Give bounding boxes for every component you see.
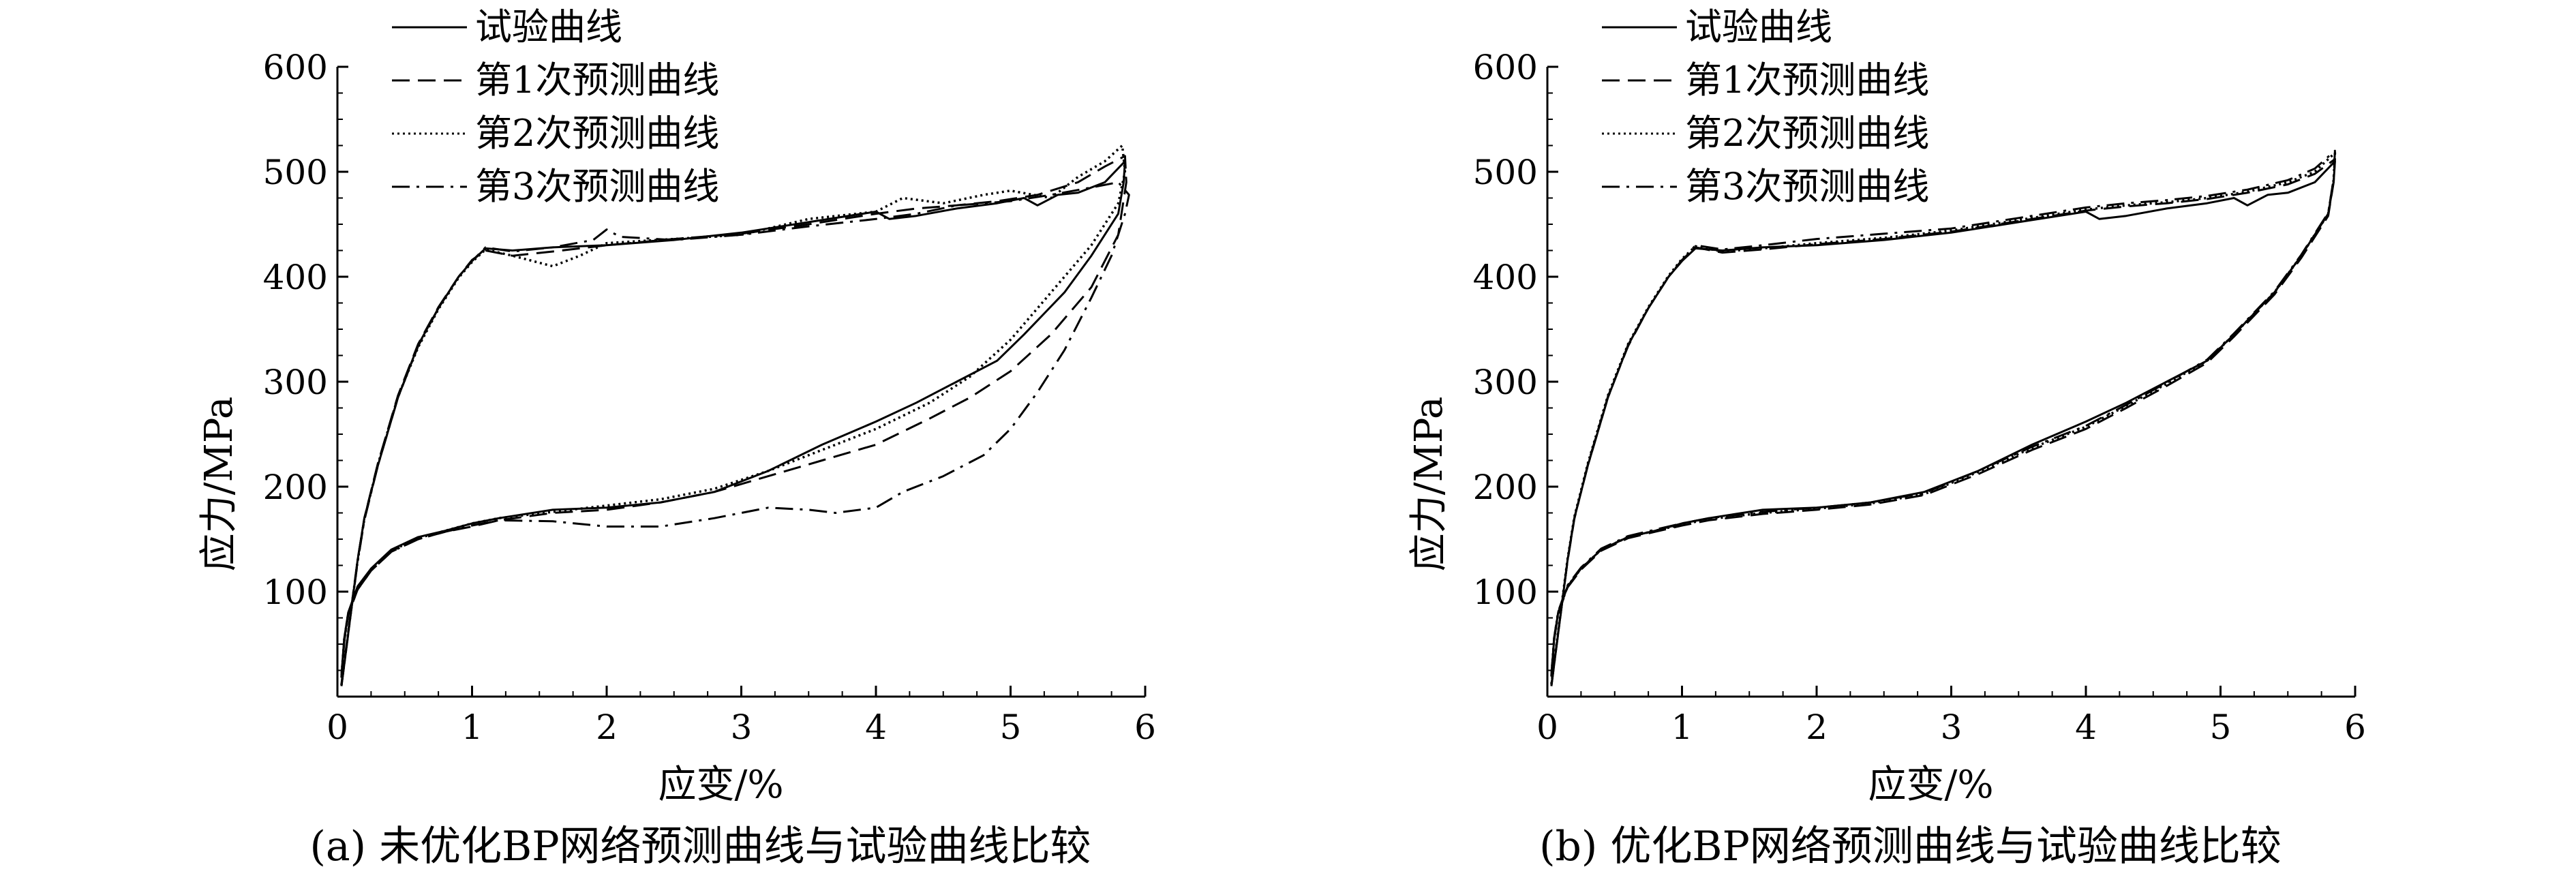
x-tick-label: 3 — [731, 708, 753, 747]
legend-label-3: 第3次预测曲线 — [1685, 165, 1929, 208]
x-tick-label: 3 — [1941, 708, 1963, 747]
legend-label-0: 试验曲线 — [1685, 5, 1832, 48]
legend-label-0: 试验曲线 — [475, 5, 622, 48]
y-tick-label: 300 — [263, 363, 328, 402]
x-tick-label: 0 — [327, 708, 348, 747]
figure-caption: (b) 优化BP网络预测曲线与试验曲线比较 — [1539, 823, 2282, 870]
chart-panel-1: 0 1 2 3 4 5 6 100 200 300 400 500 600 应变/% 应力/MPa 试验曲线第… — [1407, 5, 2366, 870]
figure-caption: (a) 未优化BP网络预测曲线与试验曲线比较 — [309, 823, 1091, 870]
series-line-3 — [340, 181, 1130, 686]
y-tick-label: 400 — [263, 258, 328, 297]
x-tick-label: 6 — [2344, 708, 2366, 747]
x-axis-label: 应变/% — [1868, 763, 1993, 807]
legend-label-3: 第3次预测曲线 — [475, 165, 719, 208]
x-tick-label: 1 — [1671, 708, 1693, 747]
y-tick-label: 600 — [263, 48, 328, 87]
x-tick-label: 4 — [865, 708, 887, 747]
legend-label-2: 第2次预测曲线 — [1685, 112, 1929, 155]
legend-label-2: 第2次预测曲线 — [475, 112, 719, 155]
y-tick-label: 600 — [1473, 48, 1538, 87]
y-axis-label: 应力/MPa — [197, 397, 241, 572]
x-tick-label: 4 — [2075, 708, 2097, 747]
y-tick-label: 500 — [1473, 153, 1538, 192]
legend-label-1: 第1次预测曲线 — [1685, 59, 1929, 102]
x-tick-label: 1 — [461, 708, 483, 747]
x-tick-label: 5 — [1000, 708, 1022, 747]
x-tick-label: 2 — [1806, 708, 1828, 747]
chart-panel-0: 0 1 2 3 4 5 6 100 200 300 400 500 600 应变/% 应力/MPa 试验曲线第… — [197, 5, 1156, 870]
y-tick-label: 100 — [263, 573, 328, 612]
legend-label-1: 第1次预测曲线 — [475, 59, 719, 102]
y-tick-label: 400 — [1473, 258, 1538, 297]
x-tick-label: 2 — [596, 708, 618, 747]
x-axis-label: 应变/% — [658, 763, 783, 807]
y-tick-label: 200 — [1473, 468, 1538, 507]
y-axis-label: 应力/MPa — [1407, 397, 1451, 572]
y-tick-label: 500 — [263, 153, 328, 192]
x-tick-label: 0 — [1536, 708, 1558, 747]
x-tick-label: 6 — [1134, 708, 1156, 747]
y-tick-label: 200 — [263, 468, 328, 507]
series-line-3 — [1550, 149, 2336, 686]
y-tick-label: 100 — [1473, 573, 1538, 612]
x-tick-label: 5 — [2210, 708, 2232, 747]
y-tick-label: 300 — [1473, 363, 1538, 402]
